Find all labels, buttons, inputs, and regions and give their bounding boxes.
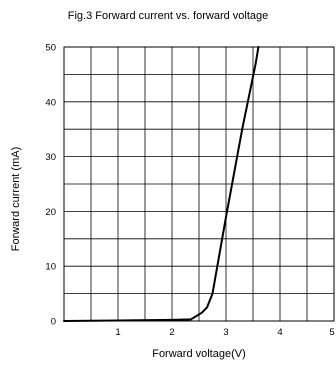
- y-tick-label: 50: [45, 43, 56, 54]
- y-tick-label: 10: [45, 262, 56, 273]
- y-tick-label: 20: [45, 207, 56, 218]
- chart-title: Fig.3 Forward current vs. forward voltag…: [68, 10, 269, 22]
- x-tick-label: 2: [169, 327, 174, 338]
- grid: [64, 47, 334, 321]
- x-tick-label: 1: [115, 327, 120, 338]
- y-tick-label: 30: [45, 152, 56, 163]
- x-axis-label: Forward voltage(V): [152, 348, 246, 360]
- series-line: [63, 46, 260, 322]
- y-axis-label: Forward current (mA): [10, 147, 22, 252]
- x-tick-label: 4: [277, 327, 282, 338]
- x-tick-label: 3: [223, 327, 228, 338]
- plot-frame: [63, 46, 335, 322]
- x-tick-label: 5: [329, 327, 334, 338]
- y-tick-label: 40: [45, 97, 56, 108]
- y-tick-label: 0: [51, 317, 56, 328]
